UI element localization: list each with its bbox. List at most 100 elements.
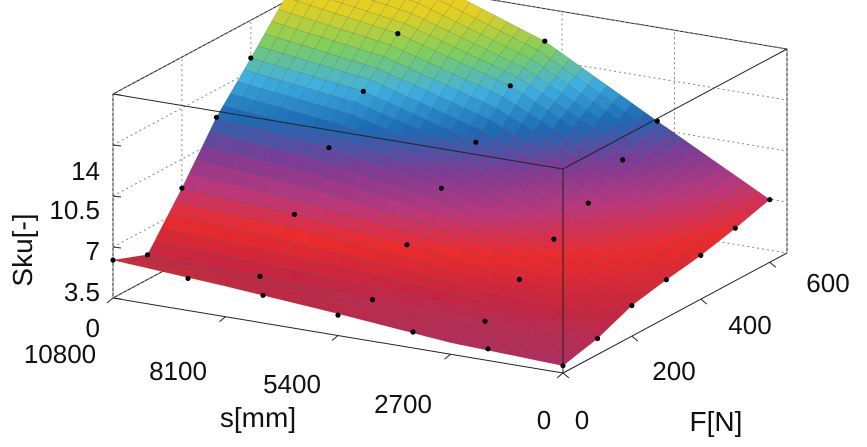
surface-patch [198, 222, 219, 239]
z-axis-ticks: 0 3.5 7 10.5 14 [49, 156, 100, 343]
data-point [326, 145, 332, 151]
surface-patch [665, 189, 686, 206]
data-point [257, 273, 263, 279]
surface-patch [385, 144, 406, 161]
y-tick-label: 600 [806, 268, 849, 298]
surface-patch [350, 202, 372, 220]
surface-patch [197, 251, 218, 268]
data-point [179, 185, 185, 191]
surface-patch [532, 148, 553, 167]
y-axis-line [562, 252, 788, 374]
surface-patch [369, 0, 376, 2]
data-point [485, 346, 491, 352]
axes-box-front [106, 48, 788, 379]
data-point [482, 318, 488, 324]
data-point [620, 157, 626, 163]
surface-patch [410, 154, 431, 170]
surface-patch [643, 231, 664, 244]
data-point [516, 276, 523, 282]
surface-mesh [112, 0, 771, 366]
surface-patch [690, 205, 711, 220]
data-point [404, 242, 410, 248]
surface-patch [625, 291, 647, 301]
surface-patch [584, 329, 605, 339]
x-tick-label: 5400 [263, 369, 321, 399]
x-tick-mark [106, 297, 114, 304]
surface-patch [568, 196, 589, 211]
surface-patch [150, 267, 170, 272]
y-tick-label: 200 [652, 356, 695, 386]
surface-patch [549, 357, 571, 366]
data-point [110, 257, 116, 263]
surface-patch [506, 266, 527, 280]
data-point [185, 275, 191, 281]
surface-patch [517, 191, 538, 207]
surface-patch [729, 208, 750, 223]
z-tick-mark [112, 195, 122, 198]
data-point [369, 297, 376, 303]
surface-patch [312, 304, 334, 311]
surface-patch [212, 281, 233, 287]
surface-patch [234, 258, 255, 275]
data-point [654, 118, 660, 124]
y-tick-mark [700, 298, 708, 305]
data-point [767, 197, 773, 203]
surface-patch [139, 259, 159, 264]
surface-patch [178, 261, 198, 267]
z-tick-mark [112, 93, 122, 96]
surface-patch [167, 201, 188, 218]
surface-patch [274, 295, 296, 302]
surface-patch [674, 254, 695, 266]
surface-patch [617, 238, 638, 251]
surface-patch [681, 249, 702, 261]
surface-patch [612, 94, 633, 112]
surface-patch [282, 286, 305, 292]
surface-patch [579, 110, 600, 128]
data-point [507, 83, 513, 89]
surface-patch [363, 206, 384, 223]
x-tick-label: 0 [537, 405, 551, 435]
surface-patch [159, 243, 180, 260]
surface-patch [339, 294, 361, 300]
surface-patch [247, 100, 269, 117]
surface-patch [749, 190, 771, 206]
surface-patch [528, 219, 549, 234]
surface-patch [653, 269, 674, 280]
surface-patch [553, 315, 575, 326]
surface-patch [463, 329, 485, 337]
x-tick-mark [219, 316, 226, 323]
surface-patch [618, 220, 639, 233]
z-tick-label: 10.5 [49, 195, 100, 225]
surface-patch [406, 322, 428, 330]
surface-patch [458, 322, 479, 331]
z-tick-label: 14 [71, 156, 100, 186]
surface-patch [200, 278, 220, 284]
surface-patch [646, 274, 667, 286]
surface-patch [743, 196, 764, 212]
surface-patch [325, 195, 347, 213]
surface-patch [463, 240, 484, 255]
surface-patch [632, 205, 653, 220]
surface-patch [520, 333, 542, 341]
y-tick-label: 400 [728, 310, 771, 340]
surface-patch [200, 162, 222, 181]
surface-patch [462, 124, 484, 143]
surface-patch [644, 211, 666, 226]
surface-patch [214, 274, 234, 280]
z-tick-mark [112, 297, 122, 300]
surface-patch [295, 288, 317, 295]
surface-patch [224, 283, 246, 290]
data-point [551, 236, 557, 242]
surface-patch [196, 268, 216, 273]
surface-patch [292, 0, 299, 2]
y-tick-mark [769, 261, 777, 268]
x-tick-label: 2700 [374, 389, 432, 419]
surface-patch [687, 146, 708, 164]
x-tick-mark [331, 335, 339, 341]
surface-patch [594, 185, 615, 202]
surface-patch [125, 261, 145, 267]
data-point [438, 185, 444, 191]
x-axis-ticks: 10800 8100 5400 2700 0 [24, 339, 551, 435]
surface-patch [226, 277, 247, 283]
